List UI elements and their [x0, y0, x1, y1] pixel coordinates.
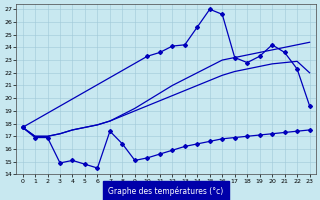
X-axis label: Graphe des températures (°c): Graphe des températures (°c) [108, 186, 224, 196]
